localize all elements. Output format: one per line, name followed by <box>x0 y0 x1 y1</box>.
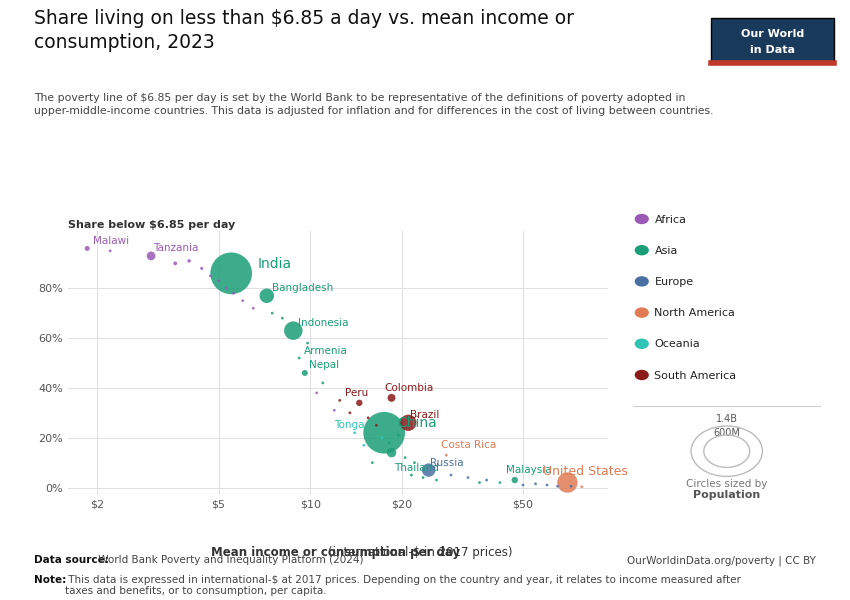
Text: North America: North America <box>654 308 735 318</box>
Text: This data is expressed in international-$ at 2017 prices. Depending on the count: This data is expressed in international-… <box>65 575 740 596</box>
Point <box>81 244 94 253</box>
Point <box>361 413 375 422</box>
Text: Asia: Asia <box>654 246 677 256</box>
Point <box>508 475 522 485</box>
Text: Costa Rica: Costa Rica <box>441 440 496 450</box>
Text: Colombia: Colombia <box>384 383 434 393</box>
Text: Population: Population <box>693 490 761 500</box>
Point <box>439 451 453 460</box>
Text: OurWorldinData.org/poverty | CC BY: OurWorldinData.org/poverty | CC BY <box>627 555 816 565</box>
Point <box>480 475 494 485</box>
Text: Indonesia: Indonesia <box>298 318 348 328</box>
Text: in Data: in Data <box>750 46 795 55</box>
Point <box>286 326 300 335</box>
Text: Nepal: Nepal <box>309 361 339 370</box>
Point <box>529 479 542 488</box>
Text: Malaysia: Malaysia <box>506 465 552 475</box>
Point <box>236 296 250 305</box>
Text: Europe: Europe <box>654 277 694 287</box>
Point <box>385 393 399 403</box>
Point <box>224 269 238 278</box>
Text: 1.4B: 1.4B <box>716 414 738 424</box>
Text: Mean income or consumption per day: Mean income or consumption per day <box>212 546 464 559</box>
Point <box>405 470 418 480</box>
Point <box>327 406 341 415</box>
Point <box>385 448 399 457</box>
Point <box>444 470 457 480</box>
Text: Share living on less than $6.85 a day vs. mean income or
consumption, 2023: Share living on less than $6.85 a day vs… <box>34 9 574 52</box>
Text: China: China <box>397 416 437 430</box>
Text: India: India <box>258 257 292 271</box>
Point <box>227 289 241 298</box>
Text: Our World: Our World <box>740 29 804 39</box>
Text: United States: United States <box>542 464 627 478</box>
Point <box>516 480 530 490</box>
Point <box>212 276 225 286</box>
Point <box>408 458 422 467</box>
Point <box>416 473 430 482</box>
Point <box>357 440 371 450</box>
Text: Tonga: Tonga <box>334 420 365 430</box>
Point <box>310 388 324 398</box>
Point <box>316 378 330 388</box>
Text: The poverty line of $6.85 per day is set by the World Bank to be representative : The poverty line of $6.85 per day is set… <box>34 93 713 116</box>
Text: Data source:: Data source: <box>34 555 109 565</box>
Point <box>298 368 312 378</box>
Point <box>422 465 435 475</box>
Point <box>246 304 260 313</box>
Text: Africa: Africa <box>654 215 687 224</box>
Text: Peru: Peru <box>345 388 368 398</box>
Text: Russia: Russia <box>430 458 463 467</box>
Point <box>561 478 575 487</box>
Point <box>462 473 475 482</box>
Point <box>473 478 486 487</box>
Text: World Bank Poverty and Inequality Platform (2024): World Bank Poverty and Inequality Platfo… <box>95 555 364 565</box>
Text: 600M: 600M <box>713 428 740 438</box>
Text: Oceania: Oceania <box>654 340 700 349</box>
Text: Thailand: Thailand <box>394 463 439 473</box>
Point <box>428 463 441 472</box>
Point <box>353 398 366 407</box>
Point <box>551 481 564 491</box>
Point <box>382 438 396 448</box>
Point <box>343 408 357 418</box>
Text: Circles sized by: Circles sized by <box>686 479 768 490</box>
Point <box>366 458 379 467</box>
Point <box>219 283 233 293</box>
Point <box>370 421 383 430</box>
Point <box>401 418 415 428</box>
Text: Note:: Note: <box>34 575 66 585</box>
Text: South America: South America <box>654 371 737 380</box>
Point <box>564 481 578 491</box>
Point <box>182 256 196 266</box>
Text: Share below $6.85 per day: Share below $6.85 per day <box>68 220 235 230</box>
Point <box>399 453 412 463</box>
Point <box>430 475 444 485</box>
Point <box>104 246 117 256</box>
Point <box>265 308 279 318</box>
Point <box>493 478 507 487</box>
Point <box>301 338 314 348</box>
Point <box>575 482 588 491</box>
Point <box>541 480 554 490</box>
Point <box>392 430 405 440</box>
Point <box>292 353 306 363</box>
Point <box>168 259 182 268</box>
Text: Tanzania: Tanzania <box>153 244 199 253</box>
Text: Brazil: Brazil <box>411 410 439 420</box>
Text: Bangladesh: Bangladesh <box>272 283 333 293</box>
Point <box>260 291 274 301</box>
Point <box>204 271 218 281</box>
Point <box>195 263 208 273</box>
Text: (international-$ in 2017 prices): (international-$ in 2017 prices) <box>163 546 513 559</box>
Point <box>275 313 289 323</box>
Point <box>348 428 361 437</box>
Point <box>377 428 391 437</box>
Point <box>333 395 347 405</box>
Point <box>144 251 158 261</box>
Point <box>375 433 388 443</box>
Text: Malawi: Malawi <box>93 236 129 246</box>
Text: Armenia: Armenia <box>303 346 348 356</box>
